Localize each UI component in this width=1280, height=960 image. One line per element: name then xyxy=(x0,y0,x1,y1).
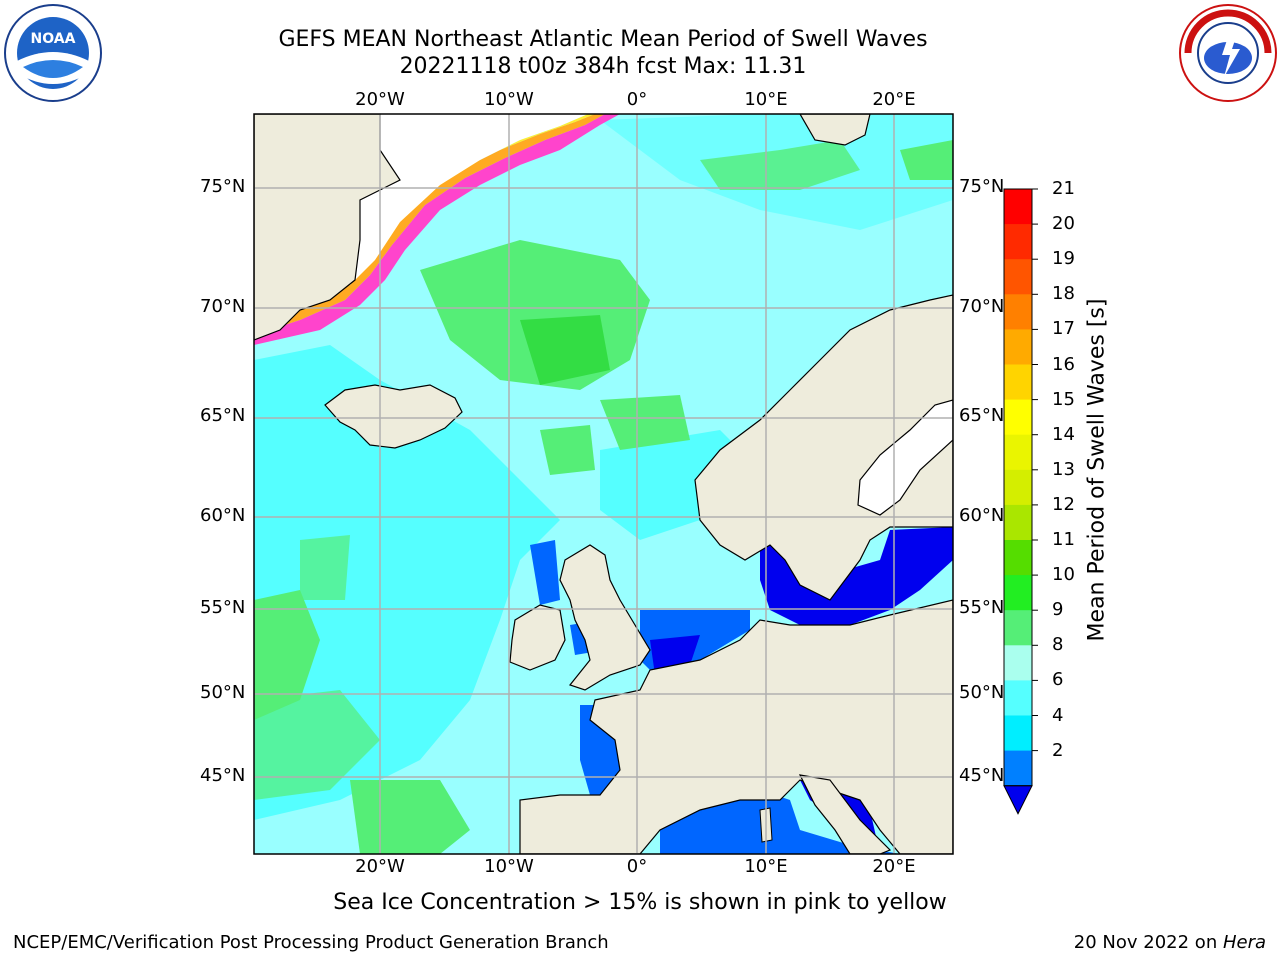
colorbar-segment xyxy=(1004,645,1032,681)
lon-label-bottom-20e: 20°E xyxy=(872,856,916,877)
colorbar-tick-label: 8 xyxy=(1052,634,1064,656)
colorbar-segment xyxy=(1004,750,1032,787)
baltic-sea-swell-lt2 xyxy=(760,527,953,625)
lat-label-right-45n: 45°N xyxy=(959,765,1005,786)
colorbar-segment xyxy=(1004,224,1032,260)
lon-label-bottom-10e: 10°E xyxy=(744,856,788,877)
colorbar-tick-label: 21 xyxy=(1052,178,1075,199)
colorbar-segment xyxy=(1004,434,1032,471)
lat-label-left-50n: 50°N xyxy=(200,682,246,703)
iceland-land xyxy=(324,384,463,449)
svg-text:NOAA: NOAA xyxy=(31,31,76,47)
colorbar-tick-label: 19 xyxy=(1052,248,1075,270)
colorbar-segment xyxy=(1004,259,1032,295)
colorbar-segment xyxy=(1004,469,1032,506)
map-frame xyxy=(253,113,954,855)
lon-label-top-10w: 10°W xyxy=(484,89,534,110)
footer-left: NCEP/EMC/Verification Post Processing Pr… xyxy=(13,932,609,953)
colorbar-tick-label: 15 xyxy=(1052,388,1075,410)
lon-label-bottom-10w: 10°W xyxy=(484,856,534,877)
colorbar-tick-label: 18 xyxy=(1052,283,1075,305)
lat-label-left-70n: 70°N xyxy=(200,296,246,317)
footer-date: 20 Nov 2022 on xyxy=(1073,932,1223,953)
colorbar-label: Mean Period of Swell Waves [s] xyxy=(1084,298,1110,642)
colorbar-segment xyxy=(1004,540,1032,576)
lat-label-left-55n: 55°N xyxy=(200,597,246,618)
colorbar-segment xyxy=(1004,715,1032,752)
colorbar-tick-label: 20 xyxy=(1052,213,1075,235)
sea-ice-note: Sea Ice Concentration > 15% is shown in … xyxy=(333,890,947,915)
swell-9-10-patch xyxy=(540,425,595,475)
lat-label-left-45n: 45°N xyxy=(200,765,246,786)
swell-9-10-faroe xyxy=(600,395,690,450)
colorbar-segment xyxy=(1004,504,1032,541)
colorbar-tick-label: 6 xyxy=(1052,669,1064,691)
lat-label-right-70n: 70°N xyxy=(959,296,1005,317)
colorbar-tick-label: 11 xyxy=(1052,529,1075,550)
gulf-of-bothnia xyxy=(857,399,953,516)
swell-10-11-core xyxy=(520,315,610,385)
map-panel xyxy=(254,114,953,854)
swell-9-10-south xyxy=(254,690,380,800)
footer-right: 20 Nov 2022 on Hera xyxy=(1074,932,1266,953)
colorbar-tick-label: 2 xyxy=(1052,739,1064,761)
chart-subtitle-forecast: 20221118 t00z 384h fcst Max: 11.31 xyxy=(399,54,807,79)
hebrides-swell-2-4 xyxy=(530,540,560,605)
colorbar-segment xyxy=(1004,189,1032,225)
swell-9-10-patch2 xyxy=(300,535,350,600)
colorbar-tick-label: 17 xyxy=(1052,318,1075,340)
lon-label-top-10e: 10°E xyxy=(744,89,788,110)
lat-label-right-75n: 75°N xyxy=(959,176,1005,197)
lat-label-left-75n: 75°N xyxy=(200,176,246,197)
swell-9-10-southwest xyxy=(254,590,320,720)
colorbar-tick-label: 10 xyxy=(1052,564,1075,586)
colorbar-tick-label: 9 xyxy=(1052,599,1064,621)
lat-label-right-50n: 50°N xyxy=(959,682,1005,703)
colorbar-segment xyxy=(1004,610,1032,646)
swell-9-10-east xyxy=(900,140,953,180)
svalbard-land xyxy=(799,114,871,146)
scandinavia-land xyxy=(694,294,953,601)
colorbar-segment xyxy=(1004,364,1032,401)
mediterranean-swell-2-4 xyxy=(660,790,900,854)
great-britain-land xyxy=(559,544,651,691)
colorbar-under-arrow xyxy=(1003,785,1033,815)
colorbar-tick-label: 12 xyxy=(1052,493,1075,515)
colorbar xyxy=(1003,188,1038,815)
colorbar-segment xyxy=(1004,294,1032,330)
lat-label-right-65n: 65°N xyxy=(959,405,1005,426)
chart-title: GEFS MEAN Northeast Atlantic Mean Period… xyxy=(278,27,928,52)
lat-label-right-60n: 60°N xyxy=(959,505,1005,526)
lon-label-top-20w: 20°W xyxy=(355,89,405,110)
colorbar-segment xyxy=(1004,329,1032,365)
colorbar-tick-label: 16 xyxy=(1052,353,1075,375)
lat-label-left-60n: 60°N xyxy=(200,505,246,526)
colorbar-tick-label: 14 xyxy=(1052,423,1075,445)
colorbar-segment xyxy=(1004,680,1032,716)
lon-label-bottom-0: 0° xyxy=(626,856,648,877)
ireland-land xyxy=(509,604,566,671)
colorbar-segment xyxy=(1004,399,1032,436)
nws-logo xyxy=(1178,3,1278,103)
swell-9-10-barents xyxy=(700,140,860,190)
footer-machine: Hera xyxy=(1222,932,1266,953)
lat-label-right-55n: 55°N xyxy=(959,597,1005,618)
lon-label-top-20e: 20°E xyxy=(872,89,916,110)
sea-ice-interior xyxy=(330,114,588,290)
lat-label-left-65n: 65°N xyxy=(200,405,246,426)
colorbar-segment xyxy=(1004,575,1032,611)
colorbar-outline xyxy=(1003,188,1033,787)
lon-label-bottom-20w: 20°W xyxy=(355,856,405,877)
graticule xyxy=(254,114,953,854)
colorbar-tick-label: 4 xyxy=(1052,704,1064,726)
colorbar-tick-label: 13 xyxy=(1052,458,1075,480)
lon-label-top-0: 0° xyxy=(626,89,648,110)
noaa-logo: NOAA xyxy=(3,3,103,103)
italy-land xyxy=(798,774,892,854)
